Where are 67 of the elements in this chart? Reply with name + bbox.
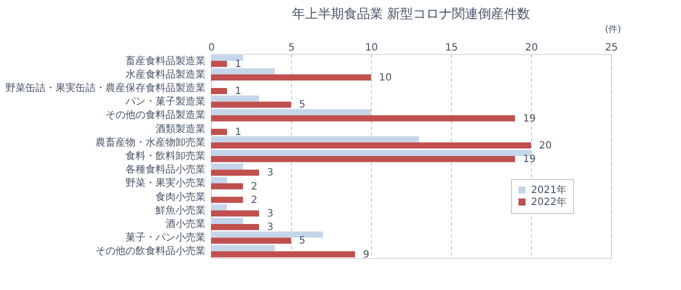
- y-tick-label: パン・菓子製造業: [124, 96, 206, 108]
- y-tick-label: その他の食料品製造業: [106, 109, 206, 122]
- y-tick-label: 鮮魚小売業: [156, 204, 206, 216]
- data-label: 5: [299, 100, 306, 111]
- legend-label: 2021年: [531, 184, 566, 196]
- bar: [211, 170, 259, 176]
- bar: [211, 224, 259, 230]
- data-label: 3: [267, 168, 274, 179]
- bar: [211, 204, 227, 210]
- y-tick-label: 酒類製造業: [156, 122, 206, 135]
- x-tick-label: 10: [365, 42, 378, 54]
- data-label: 3: [267, 222, 274, 234]
- bar: [211, 88, 227, 94]
- bar: [211, 156, 515, 162]
- bar: [211, 183, 243, 190]
- y-tick-label: 野菜缶詰・果実缶詰・農産保存食料品製造業: [6, 82, 206, 94]
- y-tick-label: 各種食料品小売業: [126, 164, 206, 176]
- data-label: 9: [363, 249, 370, 260]
- data-label: 19: [523, 154, 536, 166]
- y-tick-label: 食肉小売業: [156, 190, 206, 203]
- bar: [211, 60, 227, 67]
- data-label: 1: [235, 58, 242, 70]
- data-label: 10: [379, 72, 392, 84]
- x-tick-label: 20: [525, 42, 538, 54]
- bar: [211, 115, 515, 122]
- x-tick-label: 0: [208, 42, 215, 54]
- bar: [211, 177, 227, 184]
- data-label: 1: [235, 126, 242, 138]
- x-axis-title: (件): [604, 24, 621, 35]
- data-label: 3: [267, 208, 274, 220]
- bar: [211, 196, 243, 203]
- bar: [211, 102, 291, 108]
- y-tick-label: 農畜産物・水産物卸売業: [96, 136, 206, 148]
- bar: [211, 231, 323, 238]
- bar: [211, 238, 291, 244]
- data-label: 2: [251, 181, 258, 192]
- data-label: 19: [523, 113, 536, 124]
- legend-label: 2022年: [531, 196, 566, 208]
- bar: [211, 142, 531, 149]
- bar: [211, 136, 419, 142]
- y-tick-label: 菓子・パン小売業: [126, 232, 206, 244]
- data-label: 20: [539, 140, 552, 152]
- bar: [211, 68, 275, 74]
- data-label: 2: [251, 194, 258, 206]
- bar: [211, 109, 371, 116]
- data-label: 5: [299, 236, 306, 247]
- bar: [211, 128, 227, 135]
- y-tick-label: 水産食料品製造業: [126, 68, 206, 80]
- x-tick-label: 15: [445, 42, 458, 54]
- x-tick-label: 25: [605, 42, 618, 54]
- y-tick-label: 食料・飲料卸売業: [126, 150, 206, 162]
- bar: [211, 218, 243, 224]
- bar: [211, 95, 259, 102]
- chart-title: 年上半期食品業 新型コロナ関連倒産件数: [292, 6, 530, 22]
- y-tick-label: 酒小売業: [166, 218, 206, 230]
- data-label: 1: [235, 86, 242, 98]
- y-tick-label: 畜産食料品製造業: [126, 54, 206, 67]
- y-tick-label: その他の飲食料品小売業: [96, 245, 206, 258]
- bar: [211, 150, 531, 156]
- bar: [211, 163, 243, 170]
- bar: [211, 251, 355, 258]
- bar: [211, 74, 371, 81]
- bar: [211, 245, 275, 252]
- y-tick-label: 野菜・果実小売業: [126, 177, 206, 190]
- x-tick-label: 5: [288, 42, 295, 54]
- bar: [211, 54, 243, 61]
- bar: [211, 210, 259, 217]
